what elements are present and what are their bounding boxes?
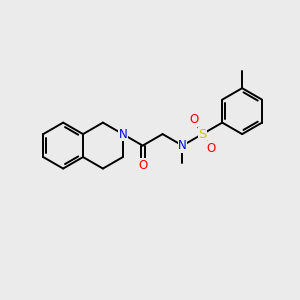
- Text: O: O: [190, 113, 199, 126]
- Text: O: O: [206, 142, 215, 155]
- Text: S: S: [198, 128, 207, 141]
- Text: O: O: [138, 159, 147, 172]
- Text: N: N: [178, 139, 187, 152]
- Text: N: N: [118, 128, 127, 141]
